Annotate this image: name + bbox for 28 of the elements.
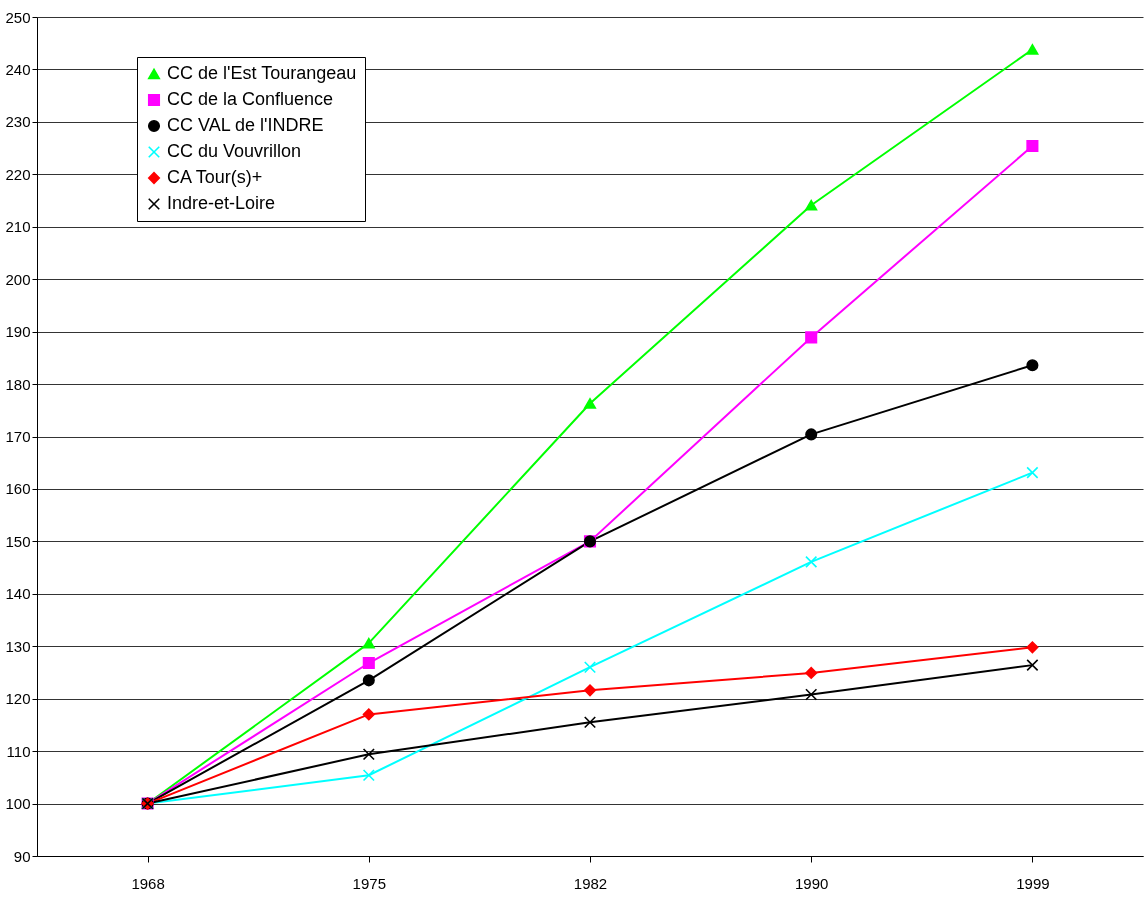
y-tick-label: 250 bbox=[5, 8, 31, 26]
legend-label: CC de l'Est Tourangeau bbox=[167, 63, 357, 83]
y-tick-label: 220 bbox=[5, 165, 31, 183]
y-tick-label: 140 bbox=[5, 585, 31, 603]
y-tick-label: 110 bbox=[6, 742, 31, 760]
x-tick-label: 1999 bbox=[1016, 874, 1050, 892]
legend-label: Indre-et-Loire bbox=[167, 193, 276, 213]
x-tick-label: 1990 bbox=[795, 874, 829, 892]
legend-label: CA Tour(s)+ bbox=[167, 167, 263, 187]
y-tick-label: 100 bbox=[5, 795, 31, 813]
y-tick-label: 230 bbox=[5, 113, 31, 131]
y-tick-label: 240 bbox=[5, 60, 31, 78]
y-tick-label: 130 bbox=[5, 637, 31, 655]
x-tick-label: 1968 bbox=[131, 874, 165, 892]
y-tick-label: 120 bbox=[5, 690, 31, 708]
y-tick-label: 190 bbox=[5, 323, 31, 341]
y-tick-label: 210 bbox=[5, 218, 31, 236]
legend-label: CC VAL de l'INDRE bbox=[167, 115, 324, 135]
legend-label: CC de la Confluence bbox=[167, 89, 334, 109]
y-tick-label: 160 bbox=[5, 480, 31, 498]
y-tick-label: 170 bbox=[5, 428, 31, 445]
x-tick-label: 1982 bbox=[573, 874, 608, 892]
y-tick-label: 150 bbox=[5, 532, 31, 550]
legend-label: CC du Vouvrillon bbox=[167, 141, 302, 161]
x-tick-label: 1975 bbox=[352, 874, 386, 892]
y-tick-label: 180 bbox=[5, 375, 31, 393]
y-tick-label: 200 bbox=[5, 270, 31, 288]
y-tick-label: 90 bbox=[13, 847, 31, 865]
